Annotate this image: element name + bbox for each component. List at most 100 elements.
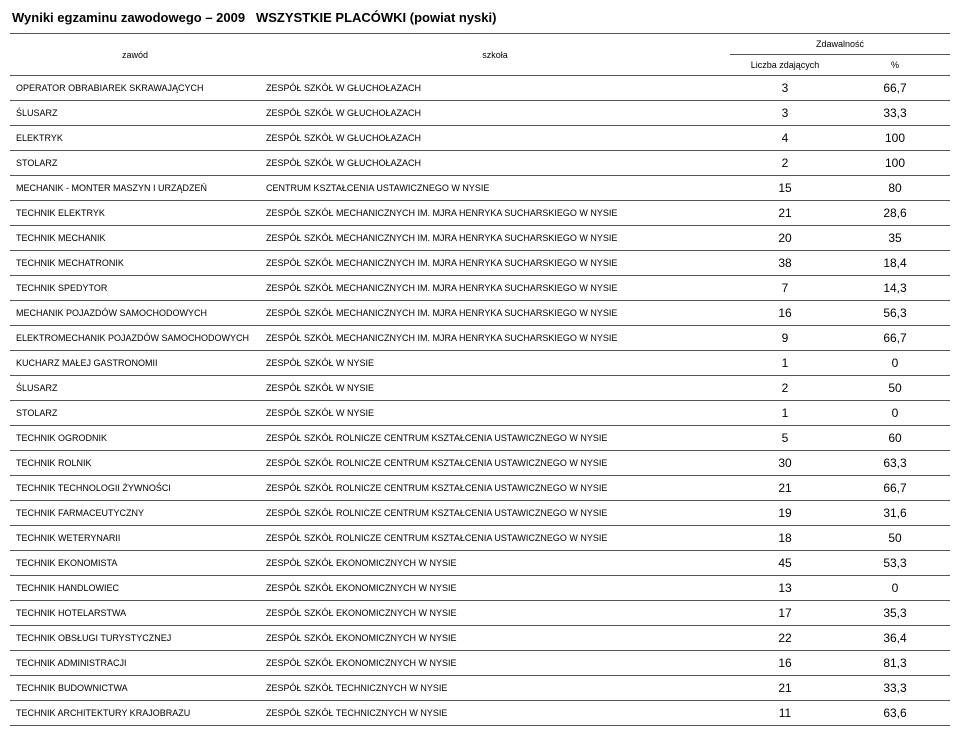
cell-liczba: 21 [730,676,840,701]
cell-zawod: ELEKTRYK [10,126,260,151]
cell-zawod: TECHNIK MECHATRONIK [10,251,260,276]
cell-percent: 80 [840,176,950,201]
table-row: ŚLUSARZZESPÓŁ SZKÓŁ W GŁUCHOŁAZACH333,3 [10,101,950,126]
cell-zawod: TECHNIK ROLNIK [10,451,260,476]
col-zdawalnosc: Zdawalność [730,34,950,55]
cell-percent: 28,6 [840,201,950,226]
cell-szkola: ZESPÓŁ SZKÓŁ MECHANICZNYCH IM. MJRA HENR… [260,276,730,301]
cell-szkola: ZESPÓŁ SZKÓŁ EKONOMICZNYCH W NYSIE [260,576,730,601]
cell-percent: 56,3 [840,301,950,326]
table-row: TECHNIK OGRODNIKZESPÓŁ SZKÓŁ ROLNICZE CE… [10,426,950,451]
cell-liczba: 21 [730,476,840,501]
table-row: TECHNIK MECHATRONIKZESPÓŁ SZKÓŁ MECHANIC… [10,251,950,276]
cell-percent: 63,3 [840,451,950,476]
cell-szkola: ZESPÓŁ SZKÓŁ W NYSIE [260,401,730,426]
cell-percent: 18,4 [840,251,950,276]
table-row: KUCHARZ MAŁEJ GASTRONOMIIZESPÓŁ SZKÓŁ W … [10,351,950,376]
cell-liczba: 45 [730,551,840,576]
cell-percent: 0 [840,351,950,376]
table-row: TECHNIK ARCHITEKTURY KRAJOBRAZUZESPÓŁ SZ… [10,701,950,726]
cell-zawod: MECHANIK POJAZDÓW SAMOCHODOWYCH [10,301,260,326]
cell-liczba: 38 [730,251,840,276]
table-row: MECHANIK - MONTER MASZYN I URZĄDZEŃCENTR… [10,176,950,201]
cell-percent: 66,7 [840,476,950,501]
cell-percent: 60 [840,426,950,451]
results-table: zawód szkoła Zdawalność Liczba zdających… [10,33,950,726]
col-szkola: szkoła [260,34,730,76]
table-row: ELEKTROMECHANIK POJAZDÓW SAMOCHODOWYCHZE… [10,326,950,351]
cell-szkola: ZESPÓŁ SZKÓŁ W GŁUCHOŁAZACH [260,101,730,126]
cell-zawod: TECHNIK OGRODNIK [10,426,260,451]
cell-percent: 31,6 [840,501,950,526]
cell-zawod: KUCHARZ MAŁEJ GASTRONOMII [10,351,260,376]
table-body: OPERATOR OBRABIAREK SKRAWAJĄCYCHZESPÓŁ S… [10,76,950,726]
cell-szkola: ZESPÓŁ SZKÓŁ MECHANICZNYCH IM. MJRA HENR… [260,301,730,326]
table-row: TECHNIK ELEKTRYKZESPÓŁ SZKÓŁ MECHANICZNY… [10,201,950,226]
cell-liczba: 18 [730,526,840,551]
cell-szkola: ZESPÓŁ SZKÓŁ W NYSIE [260,376,730,401]
table-row: OPERATOR OBRABIAREK SKRAWAJĄCYCHZESPÓŁ S… [10,76,950,101]
table-row: TECHNIK EKONOMISTAZESPÓŁ SZKÓŁ EKONOMICZ… [10,551,950,576]
cell-percent: 35,3 [840,601,950,626]
cell-szkola: CENTRUM KSZTAŁCENIA USTAWICZNEGO W NYSIE [260,176,730,201]
table-row: STOLARZZESPÓŁ SZKÓŁ W NYSIE10 [10,401,950,426]
cell-szkola: ZESPÓŁ SZKÓŁ W GŁUCHOŁAZACH [260,126,730,151]
cell-liczba: 2 [730,151,840,176]
cell-zawod: TECHNIK WETERYNARII [10,526,260,551]
cell-szkola: ZESPÓŁ SZKÓŁ ROLNICZE CENTRUM KSZTAŁCENI… [260,526,730,551]
cell-zawod: TECHNIK EKONOMISTA [10,551,260,576]
cell-szkola: ZESPÓŁ SZKÓŁ MECHANICZNYCH IM. MJRA HENR… [260,326,730,351]
cell-szkola: ZESPÓŁ SZKÓŁ MECHANICZNYCH IM. MJRA HENR… [260,226,730,251]
cell-liczba: 5 [730,426,840,451]
cell-liczba: 17 [730,601,840,626]
cell-liczba: 3 [730,76,840,101]
cell-szkola: ZESPÓŁ SZKÓŁ MECHANICZNYCH IM. MJRA HENR… [260,251,730,276]
cell-percent: 66,7 [840,326,950,351]
cell-zawod: ŚLUSARZ [10,101,260,126]
cell-zawod: TECHNIK HANDLOWIEC [10,576,260,601]
cell-percent: 100 [840,151,950,176]
cell-szkola: ZESPÓŁ SZKÓŁ W GŁUCHOŁAZACH [260,76,730,101]
cell-zawod: TECHNIK ELEKTRYK [10,201,260,226]
cell-percent: 100 [840,126,950,151]
cell-percent: 50 [840,376,950,401]
cell-szkola: ZESPÓŁ SZKÓŁ TECHNICZNYCH W NYSIE [260,676,730,701]
col-percent: % [840,55,950,76]
cell-zawod: TECHNIK FARMACEUTYCZNY [10,501,260,526]
cell-liczba: 11 [730,701,840,726]
cell-szkola: ZESPÓŁ SZKÓŁ W NYSIE [260,351,730,376]
cell-zawod: TECHNIK ADMINISTRACJI [10,651,260,676]
cell-percent: 0 [840,401,950,426]
cell-percent: 50 [840,526,950,551]
cell-szkola: ZESPÓŁ SZKÓŁ W GŁUCHOŁAZACH [260,151,730,176]
table-row: STOLARZZESPÓŁ SZKÓŁ W GŁUCHOŁAZACH2100 [10,151,950,176]
cell-zawod: TECHNIK ARCHITEKTURY KRAJOBRAZU [10,701,260,726]
title-prefix: Wyniki egzaminu zawodowego – 2009 [12,10,245,25]
table-row: TECHNIK BUDOWNICTWAZESPÓŁ SZKÓŁ TECHNICZ… [10,676,950,701]
page: Wyniki egzaminu zawodowego – 2009 WSZYST… [10,10,950,726]
cell-liczba: 30 [730,451,840,476]
cell-zawod: TECHNIK OBSŁUGI TURYSTYCZNEJ [10,626,260,651]
cell-zawod: ŚLUSARZ [10,376,260,401]
cell-percent: 53,3 [840,551,950,576]
cell-zawod: TECHNIK SPEDYTOR [10,276,260,301]
table-row: TECHNIK OBSŁUGI TURYSTYCZNEJZESPÓŁ SZKÓŁ… [10,626,950,651]
cell-liczba: 13 [730,576,840,601]
cell-zawod: TECHNIK HOTELARSTWA [10,601,260,626]
cell-liczba: 22 [730,626,840,651]
cell-zawod: TECHNIK TECHNOLOGII ŻYWNOŚCI [10,476,260,501]
table-row: TECHNIK WETERYNARIIZESPÓŁ SZKÓŁ ROLNICZE… [10,526,950,551]
title-suffix: WSZYSTKIE PLACÓWKI (powiat nyski) [256,10,497,25]
cell-zawod: STOLARZ [10,151,260,176]
cell-percent: 33,3 [840,101,950,126]
page-title: Wyniki egzaminu zawodowego – 2009 WSZYST… [12,10,950,25]
cell-szkola: ZESPÓŁ SZKÓŁ ROLNICZE CENTRUM KSZTAŁCENI… [260,501,730,526]
cell-percent: 81,3 [840,651,950,676]
cell-szkola: ZESPÓŁ SZKÓŁ EKONOMICZNYCH W NYSIE [260,651,730,676]
table-row: TECHNIK TECHNOLOGII ŻYWNOŚCIZESPÓŁ SZKÓŁ… [10,476,950,501]
cell-szkola: ZESPÓŁ SZKÓŁ ROLNICZE CENTRUM KSZTAŁCENI… [260,451,730,476]
cell-szkola: ZESPÓŁ SZKÓŁ ROLNICZE CENTRUM KSZTAŁCENI… [260,426,730,451]
cell-percent: 63,6 [840,701,950,726]
cell-zawod: MECHANIK - MONTER MASZYN I URZĄDZEŃ [10,176,260,201]
table-row: TECHNIK FARMACEUTYCZNYZESPÓŁ SZKÓŁ ROLNI… [10,501,950,526]
